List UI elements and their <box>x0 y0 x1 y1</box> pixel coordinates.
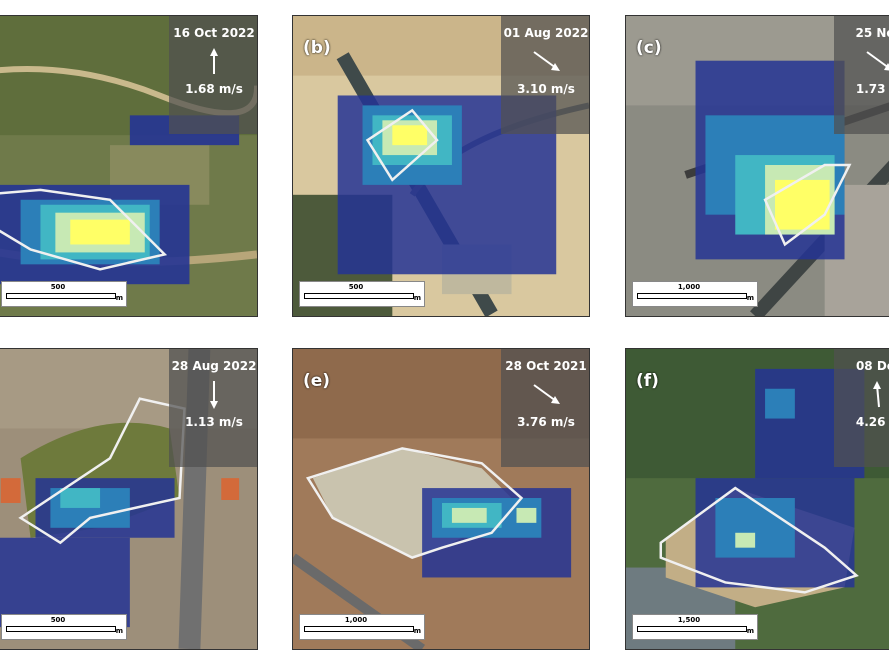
panel-d: 28 Aug 2022 1.13 m/s 500 m <box>0 348 258 650</box>
wind-speed: 4.26 m <box>855 415 889 429</box>
wind-speed: 1.13 m/s <box>185 415 243 429</box>
info-box-e: 28 Oct 2021 3.76 m/s <box>501 349 589 467</box>
down-right-arrow-icon <box>866 51 889 71</box>
info-box-f: 08 Dec 4.26 m <box>834 349 889 467</box>
panel-c: (c) 25 Nov 1.73 m 1,000 m <box>625 15 889 317</box>
date-label: 28 Oct 2021 <box>505 359 587 373</box>
site-outline-f <box>659 486 859 594</box>
panel-label: (c) <box>636 38 662 58</box>
info-box-c: 25 Nov 1.73 m <box>834 16 889 134</box>
scale-bar: 500 m <box>1 281 127 307</box>
scale-value: 500 <box>348 283 364 291</box>
down-right-arrow-icon <box>533 384 560 404</box>
site-outline-c <box>763 163 852 247</box>
panel-label: (b) <box>303 38 331 58</box>
site-outline-a <box>0 188 168 271</box>
scale-line <box>304 293 414 299</box>
site-outline-e <box>305 447 524 559</box>
date-label: 25 Nov <box>855 26 889 40</box>
wind-speed: 3.10 m/s <box>517 82 575 96</box>
panel-f: (f) 08 Dec 4.26 m 1,500 m <box>625 348 889 650</box>
wind-speed: 1.73 m <box>855 82 889 96</box>
scale-value: 1,000 <box>677 283 701 291</box>
scale-unit: m <box>746 627 754 635</box>
scale-value: 500 <box>50 616 66 624</box>
scale-line <box>6 293 116 299</box>
date-label: 08 Dec <box>855 359 889 373</box>
scale-unit: m <box>413 294 421 302</box>
down-right-arrow-icon <box>533 51 560 71</box>
scale-line <box>6 626 116 632</box>
date-label: 28 Aug 2022 <box>171 359 257 373</box>
info-box-b: 01 Aug 2022 3.10 m/s <box>501 16 589 134</box>
scale-unit: m <box>413 627 421 635</box>
info-box-a: 16 Oct 2022 1.68 m/s <box>169 16 257 134</box>
panel-label: (f) <box>636 371 659 391</box>
scale-value: 1,000 <box>344 616 368 624</box>
satellite-image-c <box>626 16 889 316</box>
satellite-image-d <box>0 349 257 649</box>
scale-value: 1,500 <box>677 616 701 624</box>
plume-e <box>422 488 572 578</box>
scale-unit: m <box>115 627 123 635</box>
scale-bar: 1,000 m <box>299 614 425 640</box>
date-label: 01 Aug 2022 <box>503 26 589 40</box>
scale-line <box>637 626 747 632</box>
wind-speed: 1.68 m/s <box>185 82 243 96</box>
up-arrow-icon <box>873 381 881 408</box>
plume-d <box>0 478 175 628</box>
scale-line <box>637 293 747 299</box>
scale-bar: 1,000 m <box>632 281 758 307</box>
scale-bar: 1,500 m <box>632 614 758 640</box>
panel-e: (e) 28 Oct 2021 3.76 m/s 1,000 m <box>292 348 590 650</box>
scale-line <box>304 626 414 632</box>
site-outline-b <box>365 108 439 182</box>
panel-b: (b) 01 Aug 2022 3.10 m/s 500 m <box>292 15 590 317</box>
panel-label: (e) <box>303 371 331 391</box>
plume-c <box>695 60 845 260</box>
down-arrow-icon <box>210 381 218 409</box>
scale-bar: 500 m <box>1 614 127 640</box>
date-label: 16 Oct 2022 <box>173 26 255 40</box>
panel-a: 16 Oct 2022 1.68 m/s 500 m <box>0 15 258 317</box>
wind-speed: 3.76 m/s <box>517 415 575 429</box>
scale-value: 500 <box>50 283 66 291</box>
scale-unit: m <box>115 294 123 302</box>
scale-unit: m <box>746 294 754 302</box>
scale-bar: 500 m <box>299 281 425 307</box>
info-box-d: 28 Aug 2022 1.13 m/s <box>169 349 257 467</box>
up-arrow-icon <box>210 48 218 74</box>
